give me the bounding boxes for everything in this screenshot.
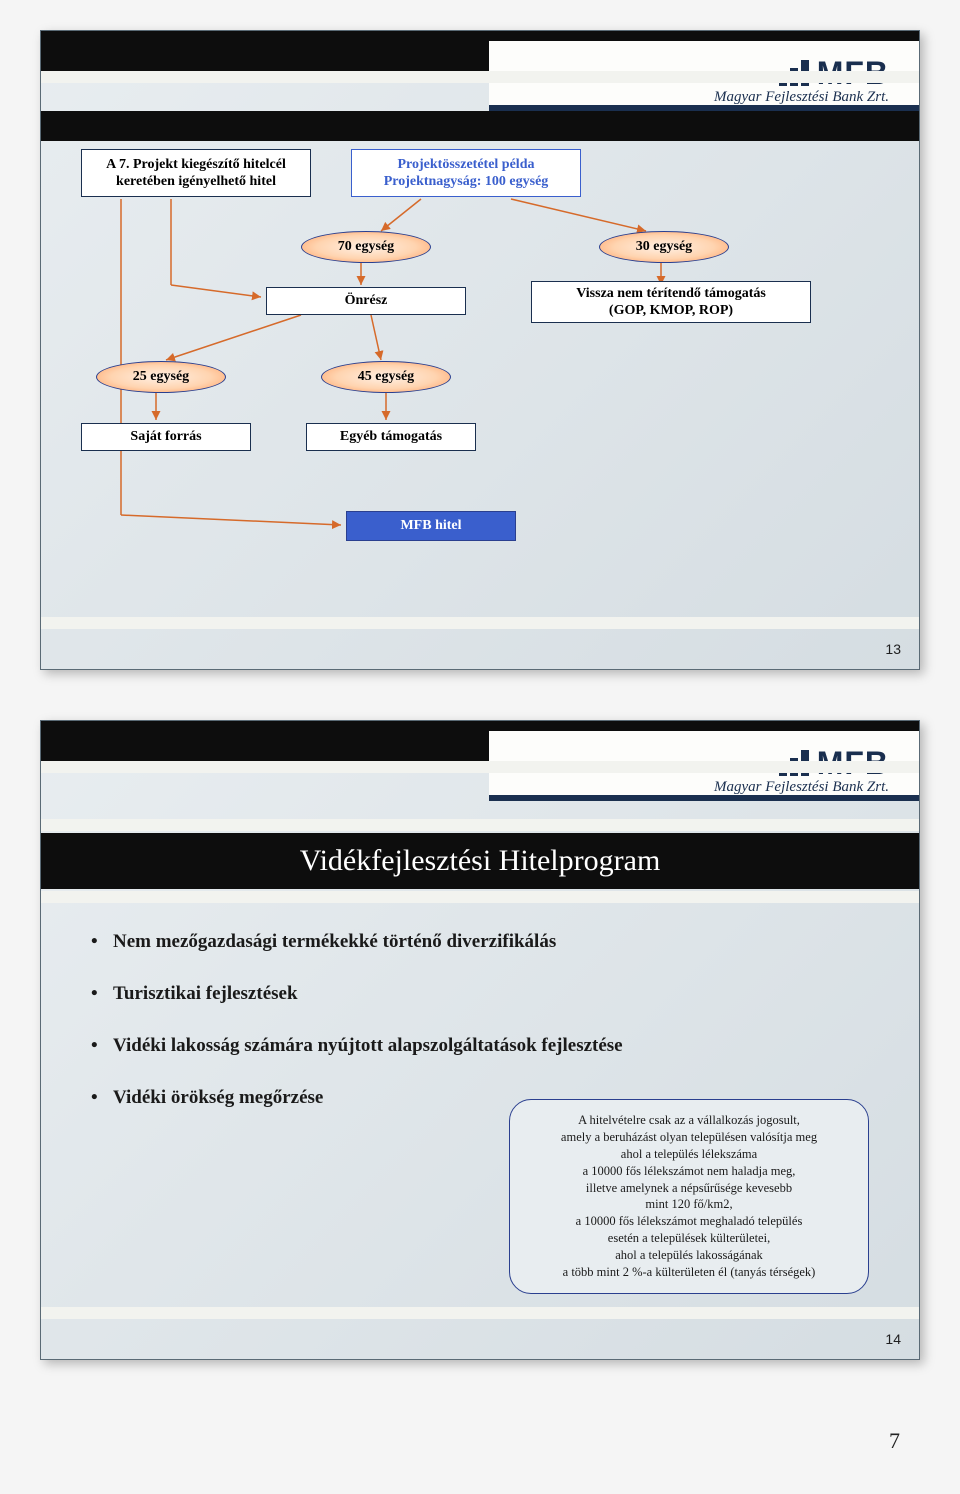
page: MFB Magyar Fejlesztési Bank Zrt. <box>0 0 960 1494</box>
white-sep-2d <box>41 1307 919 1319</box>
bullet-1: Nem mezőgazdasági termékekké történő div… <box>91 931 869 953</box>
pill-70: 70 egység <box>301 231 431 263</box>
pill-70-text: 70 egység <box>338 239 394 255</box>
callout-box: A hitelvételre csak az a vállalkozás jog… <box>509 1099 869 1294</box>
box-sajat: Saját forrás <box>81 423 251 451</box>
box-pelda-l2: Projektnagyság: 100 egység <box>384 173 549 191</box>
pill-45-text: 45 egység <box>358 369 414 385</box>
slide2-title: Vidékfejlesztési Hitelprogram <box>300 844 661 878</box>
pill-45: 45 egység <box>321 361 451 393</box>
box-a7-text: A 7. Projekt kiegészítő hitelcél keretéb… <box>90 156 302 191</box>
logo-subtitle: Magyar Fejlesztési Bank Zrt. <box>714 89 889 106</box>
slide-2: MFB Magyar Fejlesztési Bank Zrt. Vidékfe… <box>40 720 920 1360</box>
diagram: A 7. Projekt kiegészítő hitelcél keretéb… <box>41 135 919 629</box>
white-sep-1 <box>41 71 919 83</box>
logo-subtitle-2: Magyar Fejlesztési Bank Zrt. <box>714 779 889 796</box>
box-vissza-l2: (GOP, KMOP, ROP) <box>609 302 733 320</box>
bullet-3: Vidéki lakosság számára nyújtott alapszo… <box>91 1035 869 1057</box>
box-sajat-text: Saját forrás <box>130 428 201 446</box>
box-egyeb-text: Egyéb támogatás <box>340 428 442 446</box>
box-mfb: MFB hitel <box>346 511 516 541</box>
slide2-number: 14 <box>885 1331 901 1347</box>
box-a7: A 7. Projekt kiegészítő hitelcél keretéb… <box>81 149 311 197</box>
white-sep-2a <box>41 761 919 773</box>
pill-30-text: 30 egység <box>636 239 692 255</box>
box-mfb-text: MFB hitel <box>400 517 461 535</box>
pill-30: 30 egység <box>599 231 729 263</box>
box-onresz-text: Önrész <box>345 292 388 310</box>
slide-1: MFB Magyar Fejlesztési Bank Zrt. <box>40 30 920 670</box>
callout-text: A hitelvételre csak az a vállalkozás jog… <box>561 1113 817 1279</box>
page-number: 7 <box>889 1428 900 1454</box>
box-pelda-l1: Projektösszetétel példa <box>398 156 535 174</box>
bullet-2: Turisztikai fejlesztések <box>91 983 869 1005</box>
pill-25: 25 egység <box>96 361 226 393</box>
box-pelda: Projektösszetétel példa Projektnagyság: … <box>351 149 581 197</box>
box-onresz: Önrész <box>266 287 466 315</box>
box-vissza-l1: Vissza nem térítendő támogatás <box>576 285 766 303</box>
white-sep-2c <box>41 891 919 903</box>
pill-25-text: 25 egység <box>133 369 189 385</box>
white-sep-bottom <box>41 617 919 629</box>
box-vissza: Vissza nem térítendő támogatás (GOP, KMO… <box>531 281 811 323</box>
white-sep-2b <box>41 819 919 831</box>
slide1-number: 13 <box>885 641 901 657</box>
box-egyeb: Egyéb támogatás <box>306 423 476 451</box>
title-band: Vidékfejlesztési Hitelprogram <box>41 833 919 889</box>
